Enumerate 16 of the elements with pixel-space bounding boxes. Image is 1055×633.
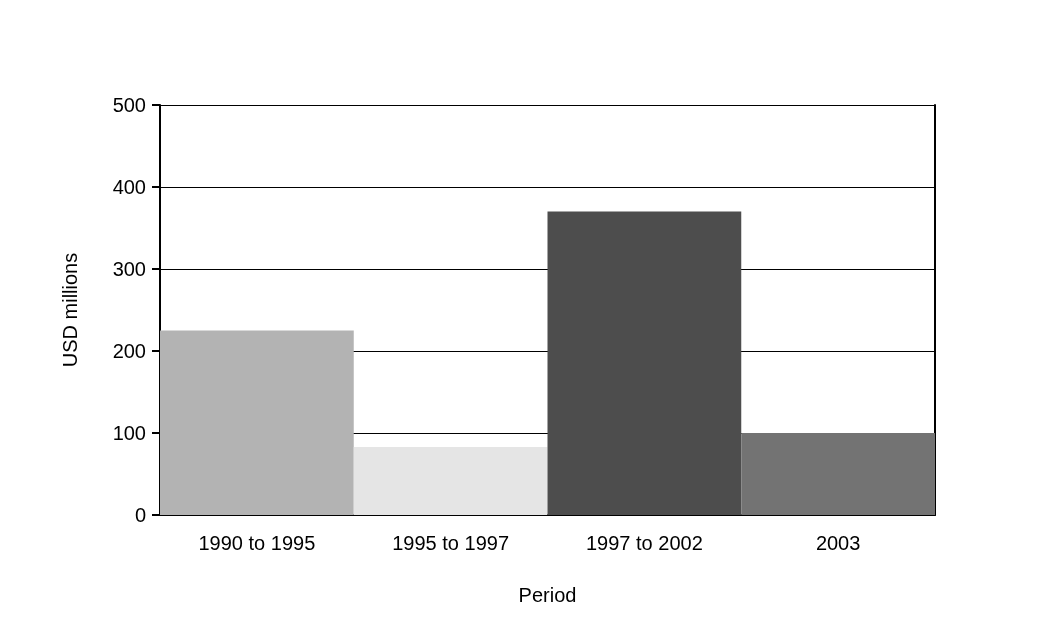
y-tick-label: 300	[112, 258, 146, 280]
bar	[160, 330, 354, 515]
x-axis-title: Period	[518, 584, 577, 606]
x-tick-label: 1990 to 1995	[198, 532, 316, 554]
x-tick-label: 1997 to 2002	[585, 532, 703, 554]
bar	[353, 446, 548, 515]
y-tick-label: 100	[112, 422, 146, 444]
x-tick-label: 2003	[815, 532, 861, 554]
y-tick-label: 200	[112, 340, 146, 362]
y-axis-title: USD millions	[59, 252, 81, 368]
y-tick-label: 500	[112, 94, 146, 116]
y-tick-label: 0	[134, 504, 146, 526]
bar	[547, 211, 742, 515]
x-tick-label: 1995 to 1997	[392, 532, 510, 554]
bar	[741, 433, 935, 515]
y-tick-label: 400	[112, 176, 146, 198]
